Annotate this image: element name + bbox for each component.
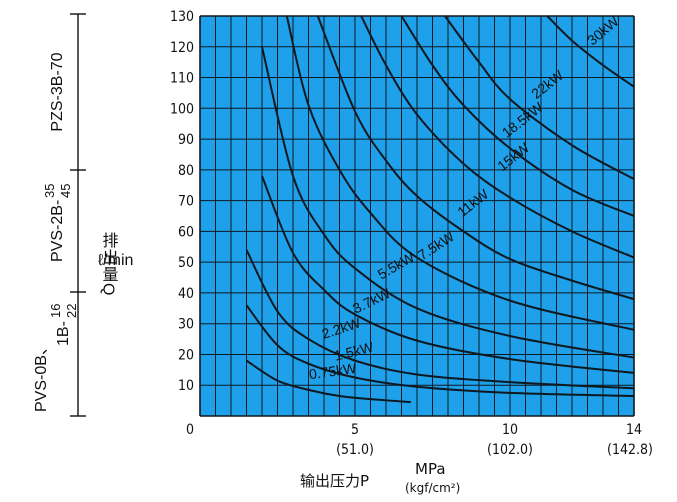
y-tick-label: 110 xyxy=(170,71,194,87)
pump-label-1b-frac-bottom: 22 xyxy=(64,304,79,318)
y-tick-label: 70 xyxy=(178,194,194,210)
y-tick-labels: 10 20 30 40 50 60 70 80 90 100 110 120 130 xyxy=(170,9,194,394)
pump-label-pzs-3b: PZS-3B-70 xyxy=(49,52,66,131)
series-line-5_5kw xyxy=(261,46,635,359)
series-line-11kw xyxy=(316,15,635,301)
y-tick-label: 120 xyxy=(170,40,194,56)
x-tick-label: 10 xyxy=(502,422,518,438)
y-tick-label: 100 xyxy=(170,101,194,117)
y-tick-label: 90 xyxy=(178,132,194,148)
pump-label-1b: 1B- xyxy=(55,321,72,346)
x-axis-label: 输出压力P xyxy=(300,472,369,490)
y-tick-label: 20 xyxy=(178,347,194,363)
series-line-7_5kw xyxy=(285,15,635,331)
y-axis-unit: ℓ/min xyxy=(98,252,133,269)
series-line-3_7kw xyxy=(261,175,635,374)
series-line-15kw xyxy=(360,15,635,259)
x-tick-label: 5 xyxy=(351,422,359,438)
grid xyxy=(199,15,635,417)
series-line-30kw xyxy=(546,15,635,88)
pump-label-pvs-2b-frac-bottom: 45 xyxy=(58,184,73,198)
x-tick-sublabel: (102.0) xyxy=(487,442,533,458)
pump-label-pvs-2b-frac-top: 35 xyxy=(42,184,57,198)
series-curves xyxy=(245,15,635,404)
series-line-2_2kw xyxy=(245,249,635,390)
y-tick-label: 130 xyxy=(170,9,194,25)
y-tick-label: 10 xyxy=(178,378,194,394)
y-tick-label: 80 xyxy=(178,163,194,179)
y-tick-label: 30 xyxy=(178,317,194,333)
series-line-18_5kw xyxy=(400,15,635,217)
y-tick-label: 40 xyxy=(178,286,194,302)
series-label: 0.75kW xyxy=(308,360,358,383)
x-tick-label: 14 xyxy=(626,422,642,438)
series-line-22kw xyxy=(444,15,635,180)
x-tick-sublabel: (51.0) xyxy=(336,442,374,458)
y-axis-label: 排出量Q xyxy=(100,232,119,296)
pump-label-1b-frac-top: 16 xyxy=(48,304,63,318)
series-line-0_75kw xyxy=(245,359,411,404)
x-axis-unit-kgf: (kgf/cm²) xyxy=(405,481,460,495)
x-tick-labels: 0 5 (51.0) 10 (102.0) 14 (142.8) xyxy=(186,422,653,458)
x-tick-label: 0 xyxy=(186,422,194,438)
x-axis-unit-mpa: MPa xyxy=(415,460,446,478)
pump-label-pvs-0b: PVS-0B、 xyxy=(33,339,50,412)
pump-label-pvs-2b: PVS-2B- xyxy=(49,200,66,262)
pump-range-bracket xyxy=(70,13,86,417)
series-line-1_5kw xyxy=(245,304,635,397)
y-tick-label: 60 xyxy=(178,224,194,240)
y-tick-label: 50 xyxy=(178,255,194,271)
x-tick-sublabel: (142.8) xyxy=(607,442,653,458)
